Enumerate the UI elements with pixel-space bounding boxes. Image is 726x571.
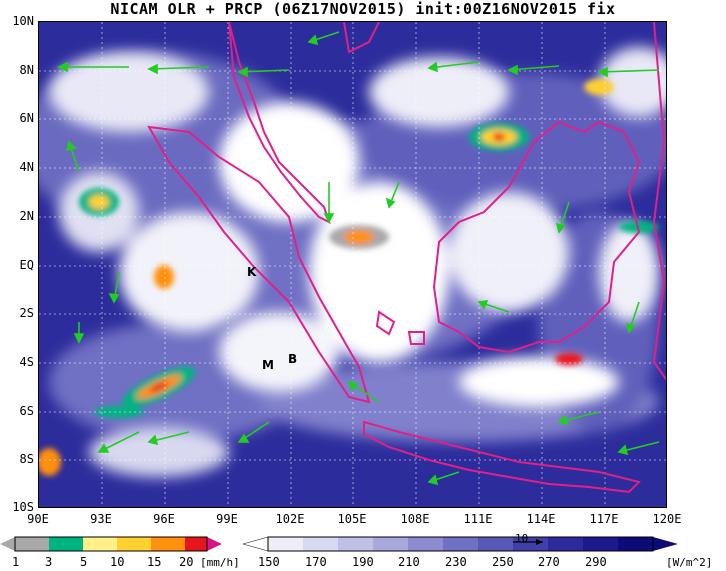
lat-label: 6S xyxy=(19,404,34,418)
olr-colorbar xyxy=(243,536,678,552)
lat-label: EQ xyxy=(19,258,34,272)
lat-label: 8S xyxy=(19,452,34,466)
lon-label: 117E xyxy=(589,512,619,526)
olr-swatch-under xyxy=(243,536,269,552)
olr-swatch xyxy=(583,537,618,551)
olr-units: [W/m^2] xyxy=(666,556,713,569)
precip-swatch xyxy=(49,537,83,551)
lat-label: 4S xyxy=(19,355,34,369)
map-panel: K M B xyxy=(38,21,667,508)
olr-swatch xyxy=(268,537,303,551)
olr-tick: 190 xyxy=(352,555,374,569)
sulawesi-coast xyxy=(652,22,666,381)
lon-label: 96E xyxy=(153,512,175,526)
olr-swatch xyxy=(373,537,408,551)
lon-label: 99E xyxy=(216,512,238,526)
lon-label: 114E xyxy=(526,512,556,526)
olr-tick: 210 xyxy=(398,555,420,569)
map-canvas: K M B xyxy=(39,22,666,507)
olr-swatch-over xyxy=(653,537,678,551)
lat-label: 6N xyxy=(19,111,34,125)
precip-tick: 5 xyxy=(80,555,88,569)
gulf-coast xyxy=(343,22,380,54)
precip-tick: 15 xyxy=(147,555,162,569)
olr-swatch xyxy=(338,537,373,551)
grid xyxy=(39,22,666,507)
olr-tick: 230 xyxy=(445,555,467,569)
lat-label: 10S xyxy=(12,500,34,514)
marker-b: B xyxy=(288,352,297,366)
wind-reference-label: 10 xyxy=(515,532,529,545)
precip-tick: 10 xyxy=(110,555,125,569)
precip-swatch xyxy=(185,537,207,551)
precip-swatch xyxy=(15,537,49,551)
olr-swatch xyxy=(548,537,583,551)
precip-units: [mm/h] xyxy=(200,556,240,569)
precip-tick: 1 xyxy=(12,555,20,569)
olr-tick: 250 xyxy=(492,555,514,569)
marker-k: K xyxy=(247,265,257,279)
olr-swatch xyxy=(478,537,513,551)
borneo-coast xyxy=(432,120,641,354)
precip-swatch-over xyxy=(207,537,222,551)
olr-tick: 270 xyxy=(538,555,560,569)
chart-title: NICAM OLR + PRCP (06Z17NOV2015) init:00Z… xyxy=(110,0,616,18)
coastlines xyxy=(147,22,666,494)
lon-label: 90E xyxy=(27,512,49,526)
precip-layer xyxy=(39,79,659,476)
location-markers: K M B xyxy=(247,265,297,372)
lat-label: 2N xyxy=(19,209,34,223)
belitung-coast xyxy=(407,331,425,345)
lon-label: 93E xyxy=(90,512,112,526)
precip-colorbar xyxy=(0,536,222,552)
lat-label: 10N xyxy=(12,14,34,28)
olr-swatch xyxy=(303,537,338,551)
marker-m: M xyxy=(262,358,274,372)
precip-tick: 3 xyxy=(45,555,53,569)
wind-reference-arrow xyxy=(513,539,543,545)
olr-swatch xyxy=(443,537,478,551)
lon-label: 120E xyxy=(652,512,682,526)
precip-tick: 20 xyxy=(179,555,194,569)
lon-label: 102E xyxy=(275,512,305,526)
precip-swatch xyxy=(151,537,185,551)
lat-label: 4N xyxy=(19,160,34,174)
lat-label: 2S xyxy=(19,306,34,320)
bangka-coast xyxy=(375,310,396,336)
lon-label: 108E xyxy=(400,512,430,526)
olr-tick: 290 xyxy=(585,555,607,569)
lon-label: 105E xyxy=(337,512,367,526)
olr-tick: 150 xyxy=(258,555,280,569)
precip-swatch xyxy=(83,537,117,551)
olr-tick: 170 xyxy=(305,555,327,569)
java-coast xyxy=(363,420,641,494)
precip-swatch xyxy=(117,537,151,551)
lat-label: 8N xyxy=(19,63,34,77)
precip-swatch-under xyxy=(0,537,15,551)
sumatra-coast xyxy=(147,125,371,404)
olr-swatch xyxy=(408,537,443,551)
olr-swatch xyxy=(618,537,653,551)
wind-vectors xyxy=(57,31,660,486)
lon-label: 111E xyxy=(463,512,493,526)
